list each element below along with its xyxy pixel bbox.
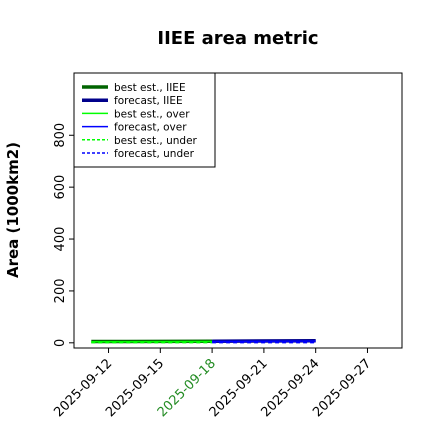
y-tick-label: 400 (53, 227, 68, 252)
legend-label: best est., under (114, 135, 198, 147)
plot-area (73, 72, 403, 349)
y-tick-label: 800 (53, 123, 68, 148)
legend-label: forecast, under (114, 148, 195, 160)
y-tick-label: 200 (53, 279, 68, 304)
legend-label: forecast, IIEE (114, 95, 183, 107)
legend-label: best est., over (114, 108, 190, 120)
legend-label: forecast, over (114, 122, 187, 134)
series-layer (91, 338, 316, 344)
y-axis-label: Area (1000km2) (4, 142, 22, 278)
legend-label: best est., IIEE (114, 82, 186, 94)
chart-title: IIEE area metric (157, 28, 318, 49)
series-line (212, 340, 316, 343)
y-axis: 0 200 400 600 800 (53, 123, 74, 347)
x-axis: 2025-09-122025-09-152025-09-182025-09-21… (51, 348, 374, 420)
y-tick-label: 0 (53, 339, 68, 347)
y-tick-label: 600 (53, 175, 68, 200)
